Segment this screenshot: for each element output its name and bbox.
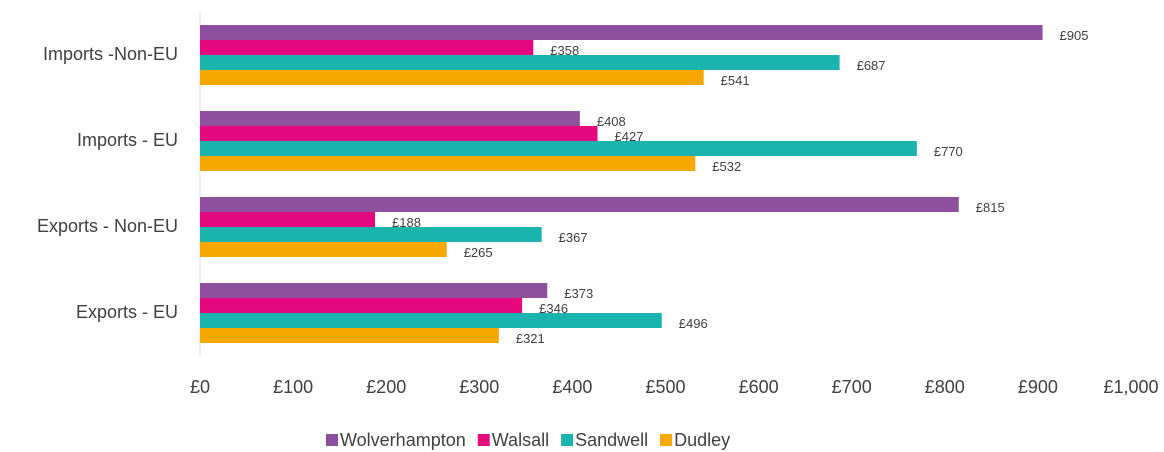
value-label: £346 (539, 301, 568, 316)
y-tick-label: Exports - EU (76, 302, 178, 322)
bar (200, 212, 376, 227)
legend-swatch (561, 434, 574, 446)
bar (200, 141, 917, 156)
bar (200, 156, 696, 171)
legend-label: Dudley (674, 430, 730, 450)
bar (200, 55, 840, 70)
bar (200, 313, 662, 328)
bar (200, 298, 523, 313)
x-tick-label: £500 (645, 377, 685, 397)
value-label: £408 (597, 114, 626, 129)
x-tick-label: £800 (925, 377, 965, 397)
value-label: £770 (934, 144, 963, 159)
x-tick-label: £1,000 (1103, 377, 1158, 397)
bar (200, 111, 580, 126)
y-tick-label: Exports - Non-EU (37, 216, 178, 236)
x-tick-label: £400 (552, 377, 592, 397)
x-tick-label: £200 (366, 377, 406, 397)
value-label: £321 (516, 331, 545, 346)
x-tick-label: £0 (190, 377, 210, 397)
bar (200, 25, 1043, 40)
x-tick-label: £300 (459, 377, 499, 397)
value-label: £367 (559, 230, 588, 245)
value-label: £541 (721, 73, 750, 88)
bar (200, 40, 534, 55)
bar (200, 70, 704, 85)
y-tick-label: Imports -Non-EU (43, 44, 178, 64)
legend-swatch (477, 434, 490, 446)
legend-swatch (660, 434, 673, 446)
value-label: £815 (976, 200, 1005, 215)
x-tick-label: £100 (273, 377, 313, 397)
legend-swatch (326, 434, 338, 446)
x-tick-label: £900 (1018, 377, 1058, 397)
y-tick-label: Imports - EU (77, 130, 178, 150)
value-label: £905 (1060, 28, 1089, 43)
bar (200, 328, 499, 343)
value-label: £265 (464, 245, 493, 260)
legend-label: Sandwell (575, 430, 648, 450)
bar (200, 126, 598, 141)
value-label: £496 (679, 316, 708, 331)
bar (200, 197, 959, 212)
bar (200, 242, 447, 257)
x-tick-label: £600 (739, 377, 779, 397)
legend-label: Wolverhampton (340, 430, 466, 450)
value-label: £427 (615, 129, 644, 144)
value-label: £687 (857, 58, 886, 73)
x-tick-label: £700 (832, 377, 872, 397)
bar (200, 227, 542, 242)
legend-label: Walsall (492, 430, 549, 450)
value-label: £373 (564, 286, 593, 301)
value-label: £188 (392, 215, 421, 230)
value-label: £358 (550, 43, 579, 58)
bar (200, 283, 548, 298)
value-label: £532 (712, 159, 741, 174)
